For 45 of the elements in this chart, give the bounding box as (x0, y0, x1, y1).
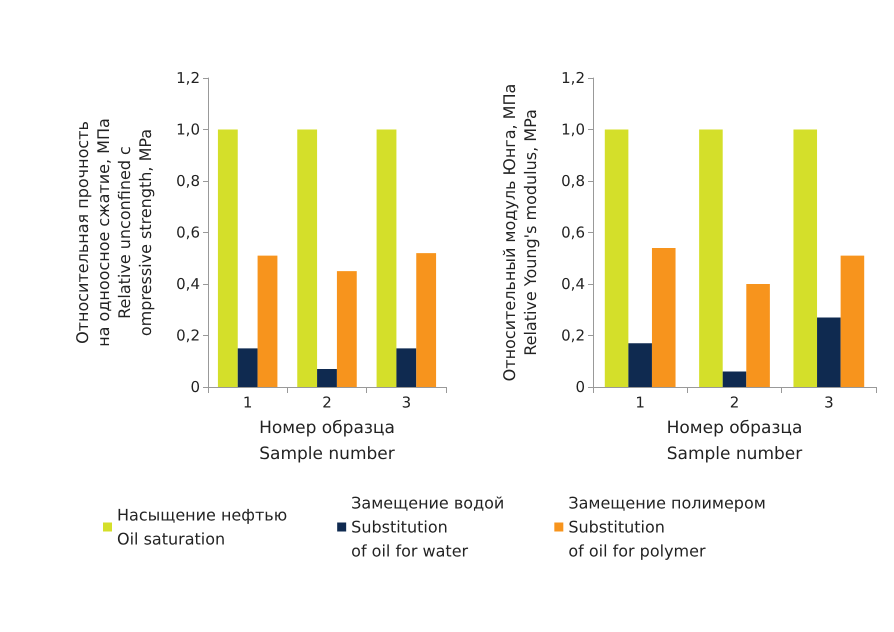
bar (604, 130, 628, 387)
bar (628, 343, 652, 387)
bar (336, 271, 357, 387)
bar (416, 253, 436, 387)
bar (652, 248, 676, 387)
x-tick-label: 3 (402, 394, 412, 412)
y-axis-title: Относительная прочность на одноосное сжатие, МПа Relative unconfined c ompressive strength, MPa (73, 118, 155, 347)
y-tick-label: 0,6 (176, 224, 200, 242)
y-tick-label: 0,2 (561, 326, 585, 344)
bar (218, 130, 238, 387)
y-tick-label: 0,8 (176, 172, 200, 190)
y-tick-label: 0 (575, 378, 585, 396)
bar (238, 348, 258, 387)
x-tick-label: 2 (730, 394, 740, 412)
y-tick-label: 1,0 (176, 120, 200, 138)
bar (817, 317, 841, 387)
legend-label: Замещение полимером Substitution of oil for polymer (568, 494, 766, 560)
x-axis-title: Номер образца Sample number (259, 418, 395, 464)
y-tick-label: 0,4 (176, 275, 200, 293)
y-axis-title: Относительный модуль Юнга, МПа Relative Young's modulus, MPa (500, 84, 540, 382)
y-tick-label: 0,8 (561, 172, 585, 190)
bar (317, 368, 337, 387)
legend-label: Замещение водой Substitution of oil for water (351, 494, 504, 560)
legend-label: Насыщение нефтью Oil saturation (117, 506, 288, 548)
y-tick-label: 1,2 (561, 69, 585, 87)
x-axis-title: Номер образца Sample number (666, 418, 802, 464)
y-tick-label: 1,0 (561, 120, 585, 138)
bar (746, 284, 770, 387)
y-tick-label: 0,2 (176, 326, 200, 344)
bar (722, 372, 746, 387)
bar (258, 256, 278, 387)
x-tick-label: 1 (635, 394, 645, 412)
bar (840, 256, 864, 387)
bar (699, 130, 723, 387)
y-tick-label: 1,2 (176, 69, 200, 87)
bar (793, 130, 818, 387)
x-tick-label: 1 (242, 394, 252, 412)
bar (396, 348, 416, 387)
x-tick-label: 3 (824, 394, 834, 412)
bar (376, 130, 396, 387)
bar (297, 130, 318, 387)
x-tick-label: 2 (322, 394, 332, 412)
y-tick-label: 0,4 (561, 275, 585, 293)
y-tick-label: 0,6 (561, 224, 585, 242)
y-tick-label: 0 (190, 378, 200, 396)
